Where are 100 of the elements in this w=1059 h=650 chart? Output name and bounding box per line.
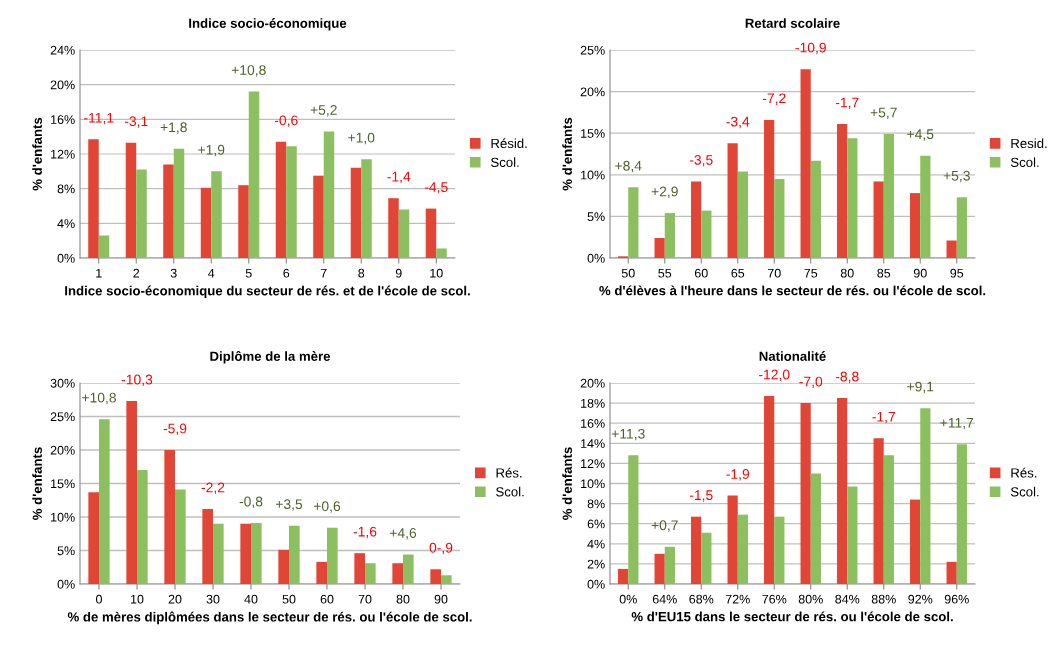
- annotation: -3,1: [124, 116, 148, 128]
- bar: [98, 235, 110, 258]
- annotation: -4,5: [424, 182, 448, 194]
- bar: [810, 473, 821, 584]
- y-tick-label: 25%: [580, 45, 605, 55]
- y-tick-label: 10%: [51, 512, 75, 522]
- annotation: +1,8: [160, 122, 187, 134]
- bar: [883, 134, 894, 258]
- bar: [800, 403, 811, 584]
- x-tick-label: 90: [434, 594, 448, 604]
- x-tick-label: 92%: [908, 594, 933, 604]
- bar: [800, 69, 811, 258]
- legend-label: Scol.: [496, 486, 524, 497]
- bar: [125, 142, 137, 258]
- bar: [164, 450, 175, 584]
- legend-label: Scol.: [1010, 486, 1039, 497]
- bar: [202, 508, 213, 584]
- annotation: -1,7: [872, 411, 896, 424]
- y-tick-label: 15%: [51, 479, 75, 489]
- bar: [275, 141, 287, 258]
- legend-label: Rés.: [496, 467, 522, 478]
- y-tick-label: 18%: [581, 398, 605, 408]
- chart-title: Indice socio-économique: [189, 18, 347, 31]
- x-tick-label: 55: [658, 268, 672, 278]
- x-tick-label: 8: [358, 268, 365, 278]
- bar: [956, 444, 967, 584]
- bar: [398, 209, 410, 258]
- x-tick-label: 40: [244, 594, 258, 604]
- bar: [654, 553, 665, 584]
- bar: [213, 523, 224, 584]
- annotation: +11,7: [940, 417, 974, 430]
- bar: [137, 470, 148, 584]
- annotation: +1,9: [198, 144, 225, 157]
- annotation: -5,9: [163, 423, 187, 436]
- bar: [425, 208, 437, 258]
- y-axis-title: % d'enfants: [32, 117, 42, 191]
- chart-title: Diplôme de la mère: [210, 350, 331, 364]
- bar: [956, 197, 967, 258]
- x-tick-label: 60: [320, 594, 334, 604]
- bar: [946, 561, 957, 584]
- bar: [200, 187, 212, 258]
- annotation: +8,4: [615, 160, 642, 173]
- y-tick-label: 16%: [51, 115, 75, 124]
- bar: [727, 143, 738, 258]
- bar: [628, 455, 639, 584]
- annotation: -3,4: [726, 116, 750, 129]
- text: -12,0: [759, 369, 790, 382]
- y-tick-label: 4%: [587, 539, 605, 549]
- x-tick-label: 60: [694, 268, 708, 278]
- annotation: +3,5: [275, 499, 303, 511]
- annotation: +10,8: [82, 392, 116, 405]
- x-tick-label: 70: [767, 268, 781, 278]
- x-tick-label: 10: [430, 268, 443, 278]
- x-tick-label: 68%: [689, 594, 714, 604]
- y-tick-label: 12%: [581, 459, 605, 468]
- x-tick-label: 0%: [619, 594, 637, 604]
- bar: [701, 210, 712, 258]
- bar: [764, 119, 775, 258]
- chart-title: Nationalité: [759, 351, 826, 361]
- legend-label: Resid.: [1011, 138, 1047, 149]
- legend-label: Résid.: [491, 138, 527, 149]
- annotation: +2,9: [651, 186, 678, 199]
- x-tick-label: 3: [170, 268, 177, 278]
- bar: [88, 139, 99, 258]
- annotation: -1,6: [353, 526, 377, 539]
- bar: [350, 167, 362, 258]
- x-tick-label: 72%: [725, 594, 750, 604]
- bar: [654, 238, 665, 258]
- annotation: -7,2: [762, 93, 786, 105]
- x-axis-title: % d'EU15 dans le secteur de rés. ou l'école de scol.: [631, 611, 953, 622]
- y-tick-label: 5%: [57, 546, 75, 556]
- bar: [136, 169, 147, 258]
- annotation: -1,5: [689, 490, 713, 502]
- x-tick-label: 50: [282, 594, 296, 604]
- bar: [313, 175, 324, 258]
- bar: [175, 489, 186, 584]
- bar: [88, 492, 99, 584]
- bar: [837, 398, 848, 584]
- x-tick-label: 9: [395, 268, 402, 278]
- bar: [361, 159, 372, 258]
- bar: [910, 193, 921, 258]
- x-axis-title: % d'élèves à l'heure dans le secteur de rés. ou l'école de scol.: [599, 285, 986, 296]
- x-tick-label: 80%: [798, 594, 823, 604]
- x-axis-title: % de mères diplômées dans le secteur de rés. ou l'école de scol.: [67, 611, 472, 625]
- annotation: +11,3: [611, 428, 645, 441]
- chart-title: Retard scolaire: [745, 18, 840, 28]
- x-tick-label: 95: [950, 268, 964, 278]
- y-tick-label: 20%: [50, 445, 75, 455]
- y-tick-label: 6%: [587, 519, 605, 529]
- x-tick-label: 88%: [871, 594, 896, 604]
- bar: [436, 248, 447, 258]
- bar: [278, 549, 289, 584]
- x-tick-label: 30: [206, 594, 220, 604]
- bar: [238, 185, 249, 258]
- bar: [737, 171, 748, 258]
- y-tick-label: 30%: [50, 378, 75, 388]
- x-tick-label: 2: [133, 268, 140, 278]
- y-tick-label: 8%: [587, 499, 605, 509]
- y-tick-label: 16%: [581, 419, 605, 428]
- y-tick-label: 14%: [581, 439, 605, 448]
